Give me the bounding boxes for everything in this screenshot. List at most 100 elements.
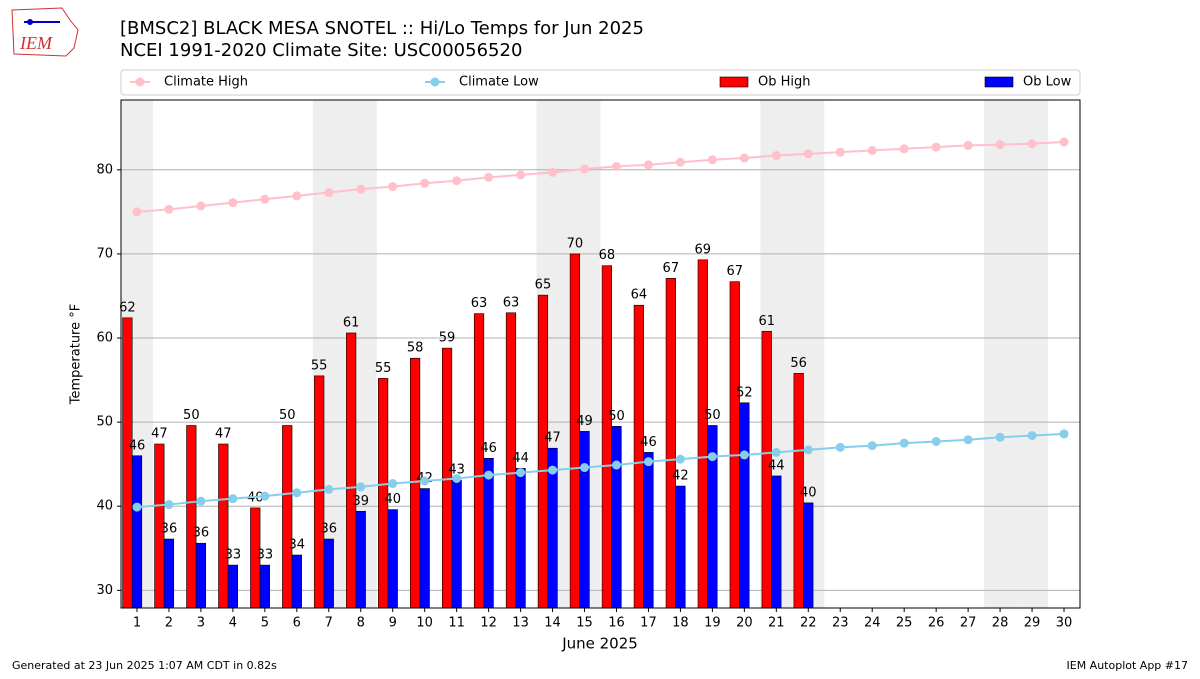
line (136, 141, 1065, 213)
bar (291, 554, 302, 609)
bar-value-label: 33 (225, 548, 242, 563)
bar-value-label: 40 (247, 490, 264, 505)
x-tick-label: 22 (800, 616, 817, 631)
line-marker (196, 201, 206, 211)
y-tick-label: 40 (96, 499, 113, 514)
line-marker (356, 184, 366, 194)
y-axis-label: Temperature °F (69, 304, 84, 405)
bar (314, 375, 325, 609)
legend-swatch (984, 76, 1014, 88)
line-marker (580, 463, 590, 473)
shade-band (1016, 100, 1049, 608)
line-marker (835, 147, 845, 157)
legend-label: Climate Low (459, 75, 539, 90)
bar-value-label: 67 (726, 264, 743, 279)
line-marker (771, 447, 781, 457)
y-tick-label: 30 (96, 583, 113, 598)
line-marker (260, 194, 270, 204)
line-marker (196, 496, 206, 506)
bar (387, 509, 398, 609)
line-marker (867, 441, 877, 451)
line-marker (164, 204, 174, 214)
bar-value-label: 70 (567, 236, 584, 251)
bar (186, 425, 197, 609)
bar (515, 468, 526, 609)
line-marker (228, 494, 238, 504)
chart-title: [BMSC2] BLACK MESA SNOTEL :: Hi/Lo Temps… (120, 18, 644, 39)
line-marker (611, 161, 621, 171)
bar (483, 457, 494, 609)
bar (771, 475, 782, 609)
x-tick-label: 26 (928, 616, 945, 631)
bar-value-label: 36 (193, 526, 210, 541)
line-marker (260, 491, 270, 501)
line-marker (803, 445, 813, 455)
bar-value-label: 61 (758, 314, 775, 329)
bar-value-label: 40 (384, 492, 401, 507)
bar (675, 485, 686, 609)
line-marker (132, 502, 142, 512)
line-marker (228, 198, 238, 208)
y-tick-label: 50 (96, 415, 113, 430)
x-tick-label: 21 (768, 616, 785, 631)
x-tick-label: 18 (672, 616, 689, 631)
x-tick-label: 19 (704, 616, 721, 631)
line-marker (739, 153, 749, 163)
line-marker (899, 438, 909, 448)
bar-value-label: 63 (471, 296, 488, 311)
bar-value-label: 39 (352, 494, 369, 509)
line-marker (643, 160, 653, 170)
bar-value-label: 33 (257, 548, 274, 563)
bar (729, 281, 740, 609)
x-axis-label: June 2025 (561, 635, 638, 653)
x-tick-label: 25 (896, 616, 913, 631)
line-marker (707, 452, 717, 462)
line-marker (931, 142, 941, 152)
bar-value-label: 50 (608, 409, 625, 424)
line-marker (132, 207, 142, 217)
legend-label: Ob High (758, 75, 811, 90)
line-marker (516, 170, 526, 180)
legend-swatch (430, 77, 440, 87)
line-marker (611, 460, 621, 470)
line-marker (1059, 137, 1069, 147)
bar (569, 253, 581, 609)
bar-value-label: 65 (535, 278, 552, 293)
line-marker (963, 435, 973, 445)
logo: IEM (11, 7, 79, 57)
line-marker (995, 432, 1005, 442)
x-tick-label: 10 (416, 616, 433, 631)
bar (601, 265, 612, 609)
line-marker (356, 482, 366, 492)
line-marker (292, 488, 302, 498)
line-marker (516, 468, 526, 478)
bar (697, 259, 708, 609)
bar-value-label: 44 (768, 458, 785, 473)
bar (739, 402, 750, 609)
bar-value-label: 47 (215, 426, 232, 441)
line-marker (420, 476, 430, 486)
bar-value-label: 52 (736, 385, 753, 400)
y-tick-label: 60 (96, 331, 113, 346)
legend-swatch (719, 76, 749, 88)
line-marker (164, 500, 174, 510)
bar (323, 538, 334, 609)
bar (537, 294, 549, 609)
legend-swatch (135, 77, 145, 87)
line-marker (675, 454, 685, 464)
line-marker (1027, 431, 1037, 441)
bar (355, 510, 366, 609)
bar-value-label: 67 (663, 261, 680, 276)
bar-value-label: 46 (480, 441, 497, 456)
x-tick-label: 4 (229, 616, 237, 631)
bar-value-label: 59 (439, 331, 456, 346)
line-marker (931, 436, 941, 446)
line-marker (899, 144, 909, 154)
x-tick-label: 20 (736, 616, 753, 631)
line-marker (452, 473, 462, 483)
legend (120, 69, 1081, 96)
bar (419, 488, 430, 609)
y-tick-label: 70 (96, 246, 113, 261)
bar-value-label: 36 (161, 522, 178, 537)
bar-value-label: 58 (407, 341, 424, 356)
